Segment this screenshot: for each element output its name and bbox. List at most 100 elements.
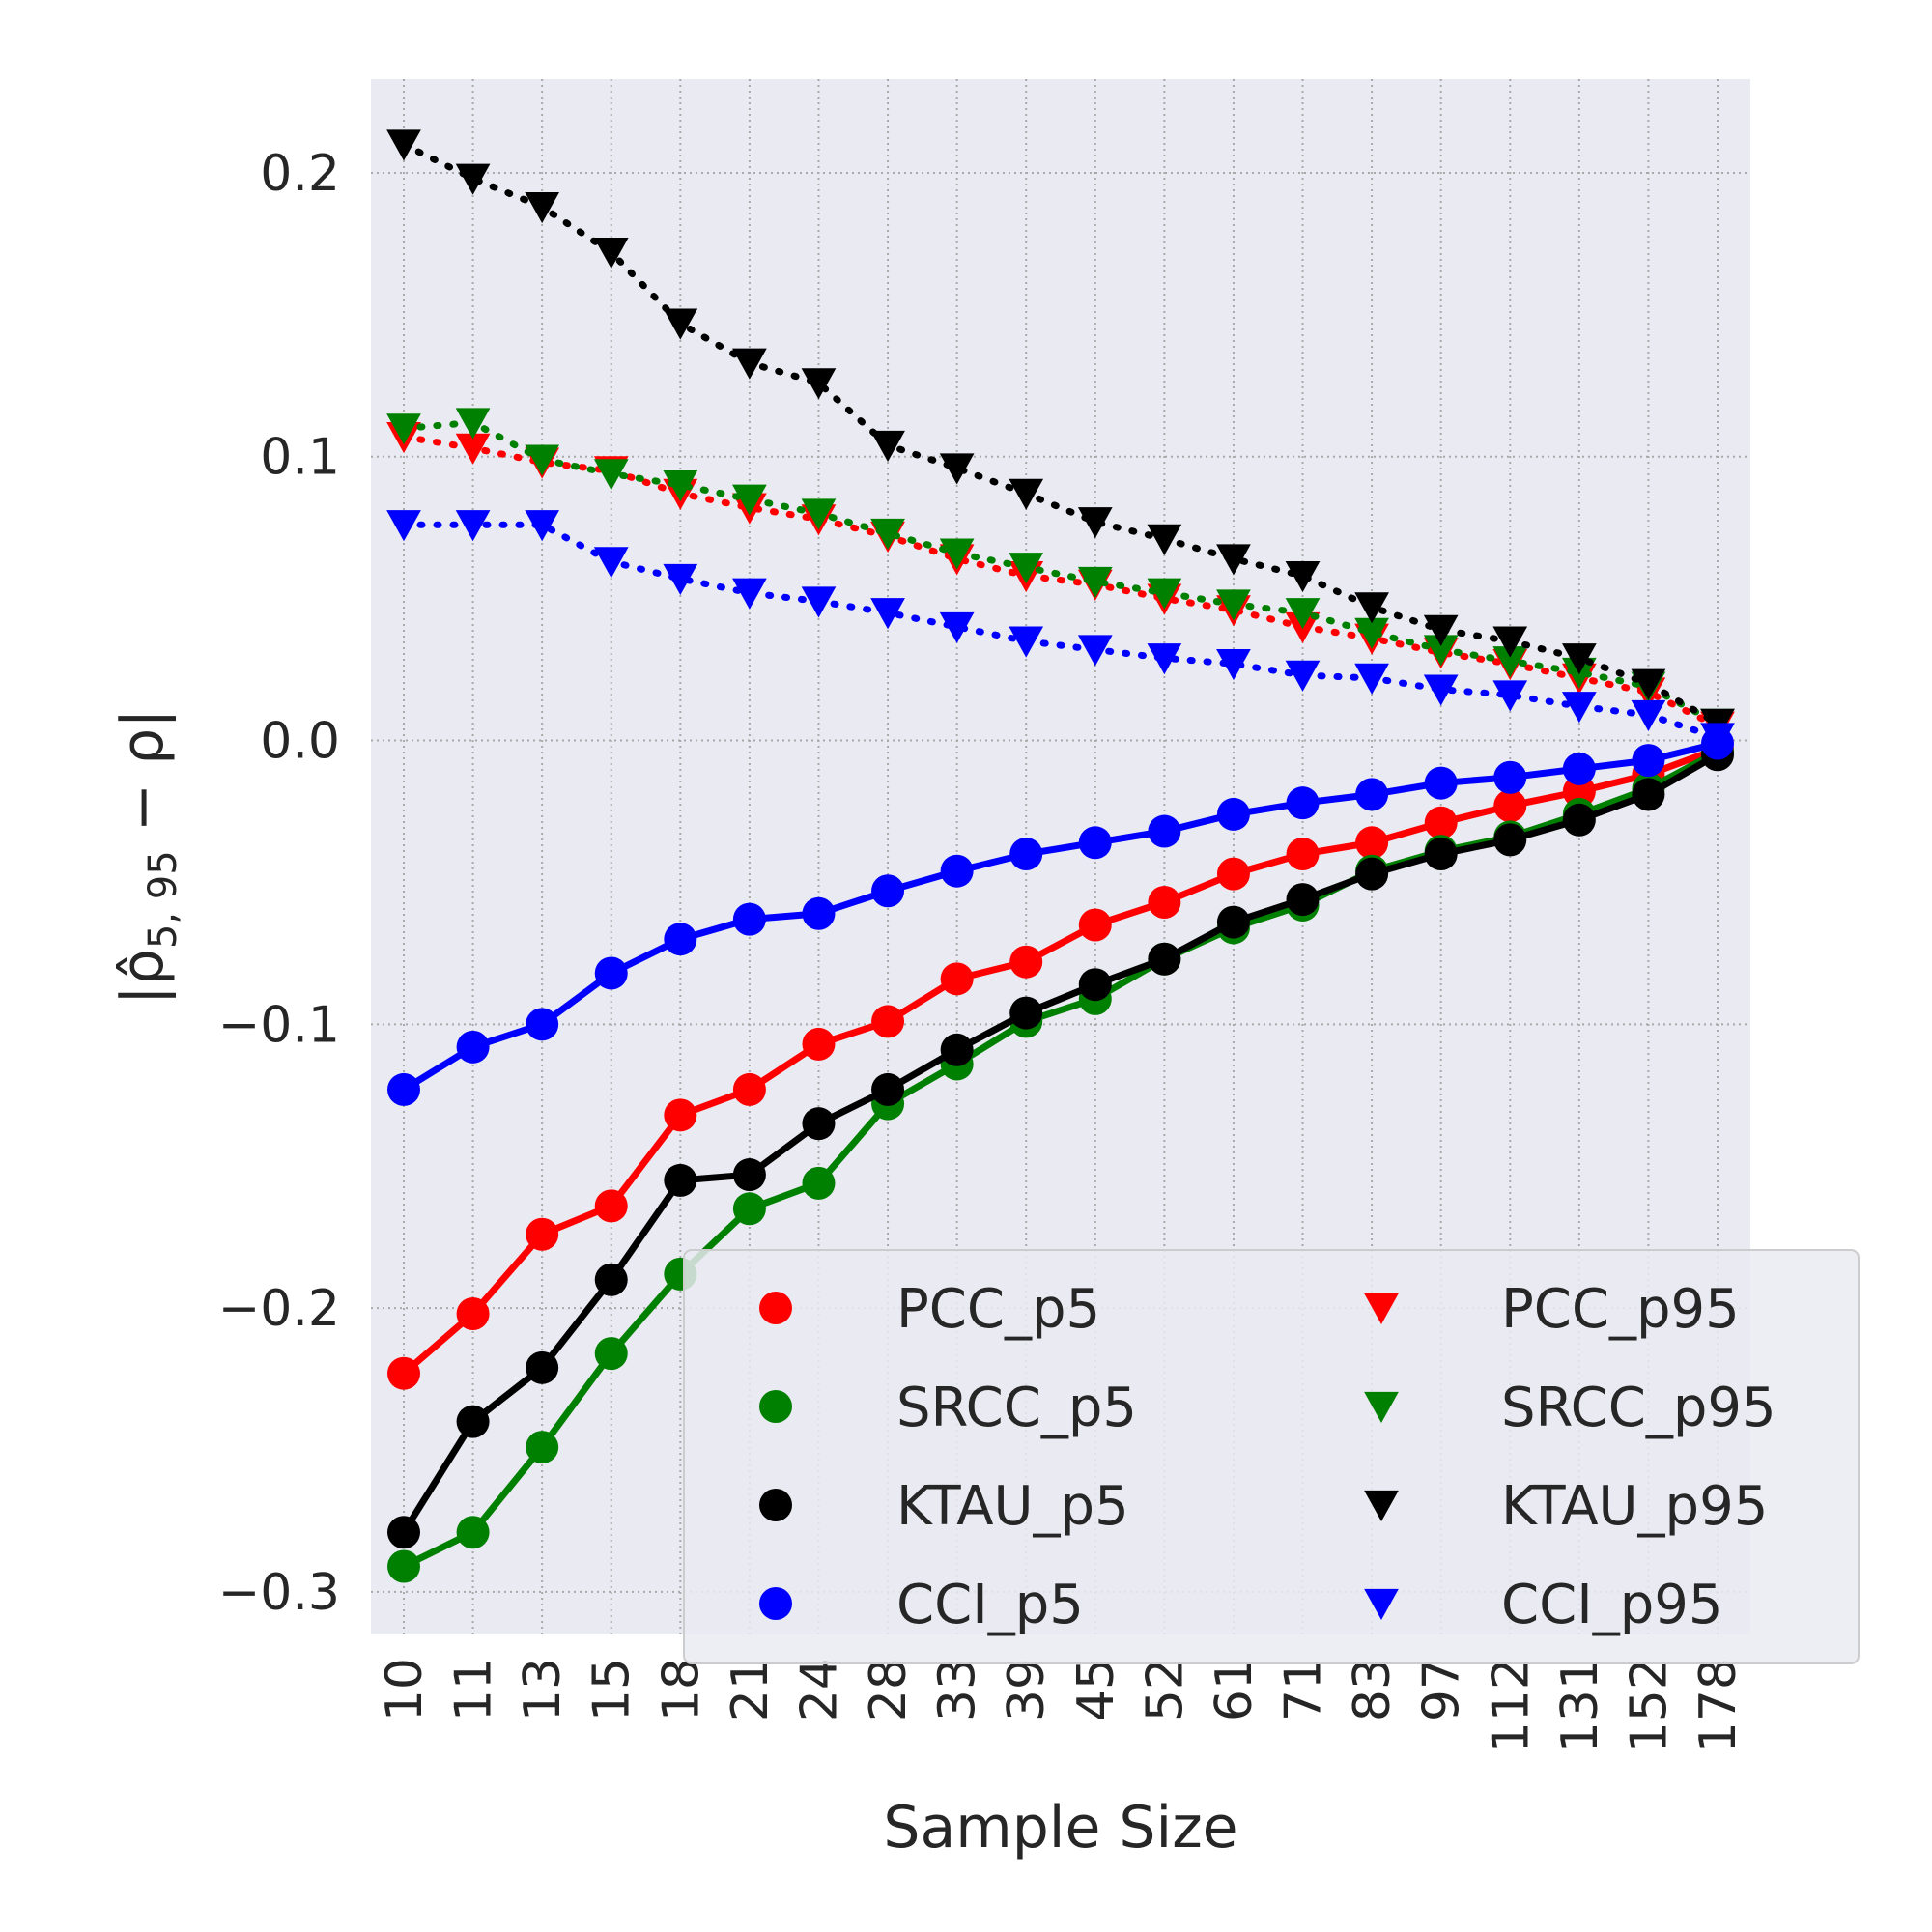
data-point-triangle [939,453,975,485]
legend-marker [1364,1490,1399,1521]
x-tick-label: 33 [929,1658,987,1721]
data-point-circle [1424,766,1458,800]
data-point-triangle [1631,668,1666,700]
data-point-triangle [1492,626,1528,658]
data-point-triangle [1492,646,1528,678]
x-tick-label: 39 [998,1658,1056,1721]
legend-item: KTAU_p5 [759,1475,1129,1538]
data-point-circle [1493,823,1527,857]
data-point-circle [387,1549,420,1583]
y-axis-title: |ρ̂5, 95 − ρ| [109,709,185,1006]
data-point-triangle [732,484,767,516]
data-point-triangle [525,192,560,224]
data-point-circle [1216,857,1250,891]
data-point-circle [732,1072,766,1106]
data-point-triangle [1354,592,1389,624]
data-point-triangle [455,408,491,440]
legend-marker [759,1489,792,1521]
data-point-triangle [525,510,560,542]
data-point-circle [594,956,628,990]
legend-marker [1364,1391,1399,1423]
data-point-circle [1009,996,1043,1030]
data-point-circle [387,1356,420,1390]
x-tick-label: 71 [1275,1658,1333,1721]
data-point-triangle [1216,544,1251,576]
data-point-triangle [870,518,905,551]
series-line [400,521,1721,742]
x-tick-label: 97 [1413,1658,1471,1721]
data-point-circle [1493,760,1527,794]
data-point-triangle [663,563,698,596]
legend-item: PCC_p95 [1364,1278,1740,1341]
y-tick-label: 0.2 [260,145,340,203]
data-point-circle [802,1107,836,1141]
x-tick-label: 13 [514,1658,572,1721]
legend-item: PCC_p5 [759,1278,1100,1341]
data-point-triangle [1492,680,1528,712]
data-point-triangle [1147,578,1182,610]
legend-marker [759,1390,792,1423]
data-point-circle [1216,905,1250,939]
data-point-circle [1078,908,1112,942]
x-tick-label: 15 [583,1658,641,1721]
data-point-triangle [1077,635,1113,667]
legend-label: SRCC_p95 [1501,1377,1776,1439]
data-point-circle [456,1030,490,1064]
data-point-triangle [801,586,837,618]
series-cci-p5 [387,726,1734,1106]
data-point-circle [1701,726,1734,760]
x-tick-label: 28 [860,1658,918,1721]
data-point-triangle [455,433,491,465]
x-tick-label: 61 [1206,1658,1264,1721]
series-line [400,419,1721,727]
legend-marker [1364,1293,1399,1324]
data-point-circle [1632,744,1665,778]
x-tick-label: 45 [1067,1658,1125,1721]
y-axis-title-subscript: 5, 95 [141,850,185,949]
data-point-circle [1424,838,1458,871]
data-point-triangle [1423,635,1459,667]
data-point-circle [526,1008,559,1041]
data-point-triangle [1216,589,1251,621]
x-tick-label: 24 [790,1658,848,1721]
data-point-circle [1493,789,1527,823]
data-point-circle [871,874,905,908]
y-axis-title-main: |ρ̂ [109,949,177,1005]
data-point-triangle [801,368,837,400]
data-point-circle [1078,826,1112,860]
data-point-circle [1286,883,1320,917]
data-point-circle [1078,968,1112,1002]
data-point-circle [1562,803,1596,837]
data-point-circle [1009,838,1043,871]
data-point-triangle [593,547,629,579]
x-tick-label: 131 [1551,1658,1609,1753]
data-point-circle [664,1163,697,1197]
y-tick-label: 0.1 [260,429,340,487]
data-point-triangle [1285,560,1321,593]
data-point-triangle [1009,626,1044,658]
legend-item: SRCC_p95 [1364,1377,1776,1439]
data-point-triangle [455,510,491,542]
data-point-triangle [801,498,837,530]
data-point-triangle [1354,663,1389,695]
data-point-triangle [386,129,421,161]
data-point-triangle [870,430,905,462]
x-tick-label: 83 [1344,1658,1402,1721]
data-point-circle [1355,778,1389,811]
data-point-circle [456,1297,490,1331]
data-point-triangle [593,459,629,491]
data-point-circle [594,1337,628,1371]
data-point-triangle [1077,507,1113,539]
y-tick-label: 0.0 [260,713,340,771]
x-tick-label: 18 [652,1658,710,1721]
legend-label: PCC_p5 [896,1278,1100,1341]
data-point-circle [871,1072,905,1106]
data-point-triangle [1561,692,1597,724]
legend-label: KTAU_p95 [1501,1475,1768,1538]
data-point-circle [526,1217,559,1251]
data-point-circle [732,902,766,936]
data-point-circle [594,1263,628,1296]
data-point-circle [456,1516,490,1549]
data-point-triangle [386,413,421,445]
y-tick-label: −0.2 [218,1280,340,1338]
